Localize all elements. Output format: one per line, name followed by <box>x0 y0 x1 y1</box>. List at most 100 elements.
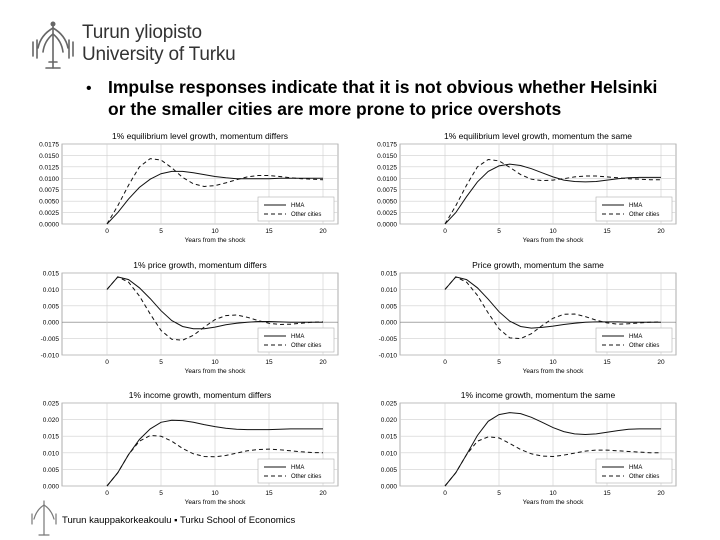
legend-entry: HMA <box>629 203 642 209</box>
chart-legend: HMA Other cities <box>257 196 335 222</box>
y-tick-label: 0.0025 <box>39 210 59 217</box>
y-tick-label: 0.0100 <box>377 176 397 183</box>
legend-entry: HMA <box>629 334 642 340</box>
y-tick-label: 0.000 <box>43 484 60 491</box>
y-tick-label: 0.0125 <box>39 164 59 171</box>
chart-legend: HMA Other cities <box>595 196 673 222</box>
footer-text: Turun kauppakorkeakoulu ▪ Turku School o… <box>62 515 296 526</box>
y-tick-label: 0.0150 <box>39 153 59 160</box>
x-tick-label: 5 <box>159 359 163 366</box>
x-tick-label: 10 <box>211 359 219 366</box>
x-tick-label: 10 <box>211 490 219 497</box>
chart-legend: HMA Other cities <box>257 327 335 353</box>
footer-logo-icon <box>31 500 57 536</box>
legend-entry: HMA <box>629 465 642 471</box>
chart-panel-1: 0.0000 0.0025 0.0050 0.0075 0.0100 0.0125 0.01… <box>39 131 339 244</box>
x-axis-label: Years from the shock <box>523 368 585 375</box>
y-tick-label: 0.015 <box>43 434 60 441</box>
y-tick-label: 0.000 <box>43 320 60 327</box>
chart-title: 1% price growth, momentum differs <box>133 260 267 270</box>
y-tick-label: 0.0075 <box>377 187 397 194</box>
university-logo-icon <box>32 21 74 69</box>
chart-title: 1% income growth, momentum the same <box>461 390 616 400</box>
y-tick-label: -0.010 <box>41 353 60 360</box>
x-tick-label: 5 <box>159 228 163 235</box>
chart-legend: HMA Other cities <box>257 458 335 484</box>
y-tick-label: 0.010 <box>381 450 398 457</box>
x-tick-label: 5 <box>497 490 501 497</box>
x-tick-label: 10 <box>549 359 557 366</box>
chart-title: 1% equilibrium level growth, momentum di… <box>112 131 288 141</box>
series-line-other-cities <box>444 276 662 340</box>
x-tick-label: 10 <box>549 490 557 497</box>
y-tick-label: 0.0100 <box>39 176 59 183</box>
series-line-other-cities <box>106 276 324 341</box>
legend-entry: HMA <box>291 334 304 340</box>
x-tick-label: 0 <box>443 490 447 497</box>
university-name-en: University of Turku <box>82 44 236 65</box>
x-tick-label: 5 <box>159 490 163 497</box>
series-line-hma <box>106 276 323 330</box>
legend-entry: HMA <box>291 465 304 471</box>
x-tick-label: 20 <box>319 490 327 497</box>
x-tick-label: 15 <box>265 228 273 235</box>
legend-entry: Other cities <box>629 474 659 480</box>
x-tick-label: 5 <box>497 228 501 235</box>
x-tick-label: 10 <box>211 228 219 235</box>
bullet-marker: • <box>86 80 92 97</box>
x-tick-label: 15 <box>603 490 611 497</box>
y-tick-label: 0.0150 <box>377 153 397 160</box>
y-tick-label: 0.0000 <box>377 222 397 229</box>
chart-panel-4: -0.010 -0.005 0.000 0.005 0.010 0.015 0 5 10 15 20… <box>379 260 677 375</box>
x-tick-label: 20 <box>657 490 665 497</box>
legend-entry: Other cities <box>629 343 659 349</box>
y-tick-label: 0.010 <box>43 287 60 294</box>
y-tick-label: 0.0050 <box>377 199 397 206</box>
x-tick-label: 0 <box>105 490 109 497</box>
legend-entry: Other cities <box>629 212 659 218</box>
y-tick-label: 0.005 <box>43 467 60 474</box>
x-axis-label: Years from the shock <box>185 237 247 244</box>
x-tick-label: 5 <box>497 359 501 366</box>
legend-box <box>257 327 335 353</box>
series-line-other-cities <box>106 158 324 225</box>
y-tick-label: 0.0000 <box>39 222 59 229</box>
legend-entry: Other cities <box>291 212 321 218</box>
series-line-hma <box>444 276 661 329</box>
y-tick-label: -0.010 <box>379 353 398 360</box>
y-tick-label: -0.005 <box>379 336 398 343</box>
y-tick-label: 0.005 <box>381 303 398 310</box>
legend-entry: Other cities <box>291 474 321 480</box>
x-axis-label: Years from the shock <box>185 499 247 506</box>
chart-panel-5: 0.000 0.005 0.010 0.015 0.020 0.025 0 5 10 15 20 Ye… <box>43 390 339 506</box>
x-tick-label: 15 <box>603 359 611 366</box>
legend-entry: HMA <box>291 203 304 209</box>
chart-panel-2: 0.0000 0.0025 0.0050 0.0075 0.0100 0.0125 0.01… <box>377 131 677 244</box>
legend-box <box>257 458 335 484</box>
y-tick-label: 0.005 <box>43 303 60 310</box>
chart-title: 1% income growth, momentum differs <box>129 390 272 400</box>
legend-box <box>595 327 673 353</box>
x-tick-label: 0 <box>443 359 447 366</box>
x-axis-label: Years from the shock <box>523 499 585 506</box>
chart-title: 1% equilibrium level growth, momentum th… <box>444 131 632 141</box>
series-line-hma <box>444 163 661 225</box>
legend-box <box>257 196 335 222</box>
x-tick-label: 15 <box>265 490 273 497</box>
y-tick-label: 0.0175 <box>39 142 59 149</box>
y-tick-label: 0.0075 <box>39 187 59 194</box>
y-tick-label: 0.015 <box>381 434 398 441</box>
x-tick-label: 0 <box>105 359 109 366</box>
chart-legend: HMA Other cities <box>595 458 673 484</box>
chart-panel-6: 0.000 0.005 0.010 0.015 0.020 0.025 0 5 10 15 20 Ye… <box>381 390 677 506</box>
x-tick-label: 20 <box>319 359 327 366</box>
x-tick-label: 0 <box>105 228 109 235</box>
y-tick-label: 0.025 <box>43 401 60 408</box>
series-line-other-cities <box>106 434 324 487</box>
y-tick-label: 0.015 <box>381 271 398 278</box>
university-name-fi: Turun yliopisto <box>82 22 202 43</box>
legend-box <box>595 458 673 484</box>
y-tick-label: 0.0175 <box>377 142 397 149</box>
series-line-hma <box>106 419 323 487</box>
